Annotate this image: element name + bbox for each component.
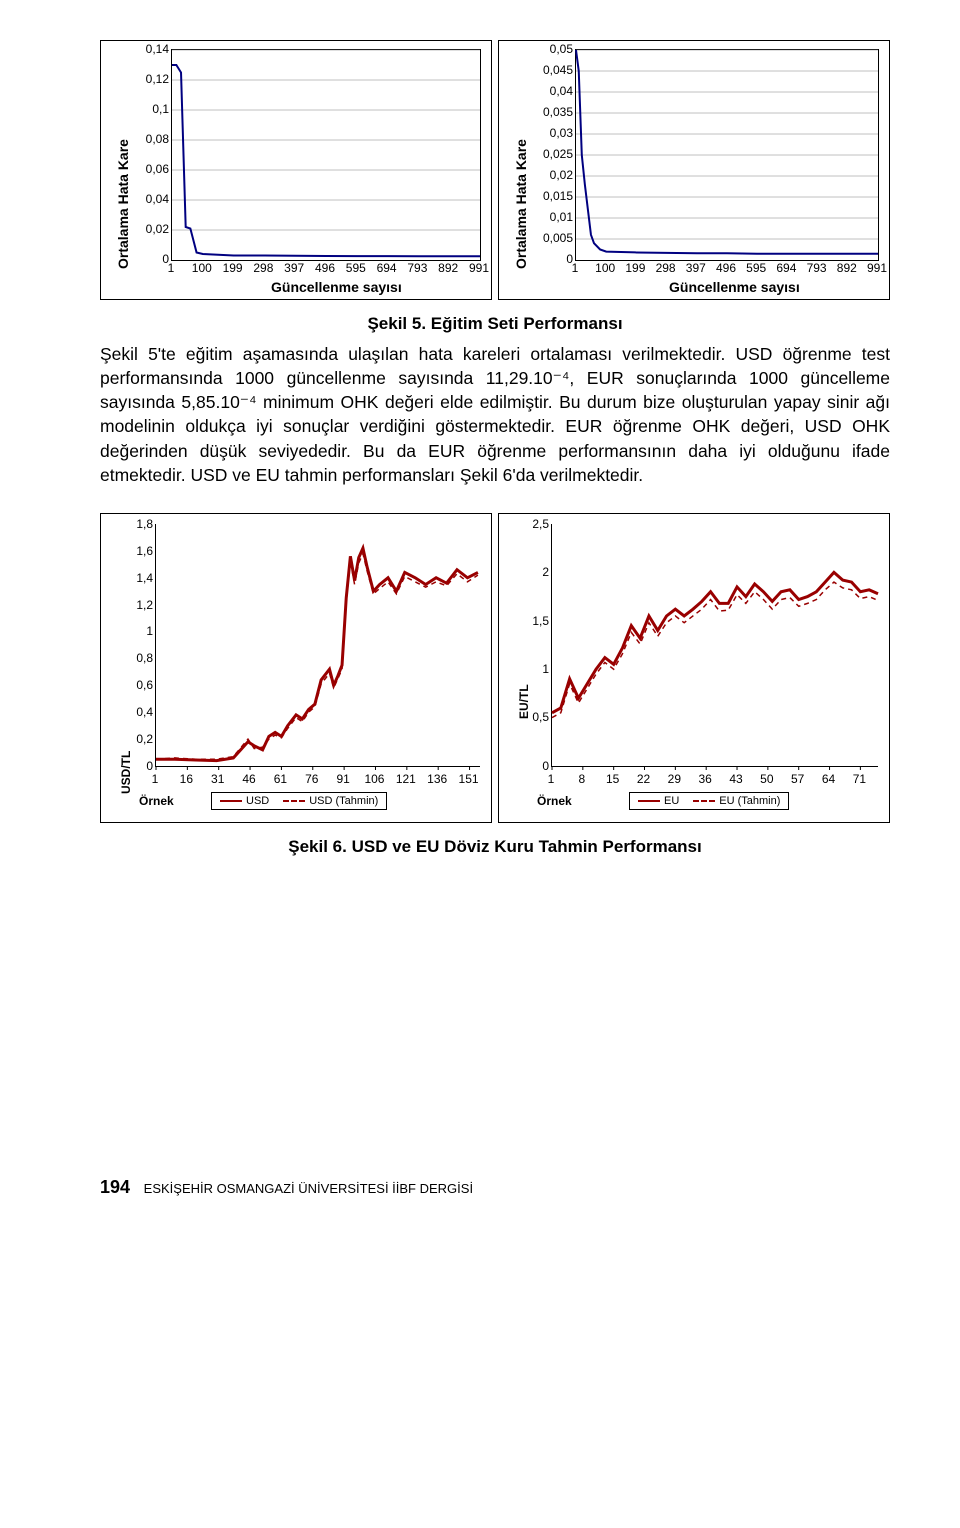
xtick-label: 1 [561, 261, 589, 275]
ytick-label: 0,2 [105, 732, 153, 746]
xtick-label: 15 [599, 772, 627, 786]
ytick-label: 0,05 [525, 42, 573, 56]
ytick-label: 0,6 [105, 678, 153, 692]
xtick-label: 8 [568, 772, 596, 786]
xtick-label: 298 [249, 261, 277, 275]
ytick-label: 0,015 [525, 189, 573, 203]
ytick-label: 0,045 [525, 63, 573, 77]
xtick-label: 793 [803, 261, 831, 275]
ytick-label: 0,02 [525, 168, 573, 182]
xtick-label: 43 [722, 772, 750, 786]
ytick-label: 0,12 [121, 72, 169, 86]
ytick-label: 0,04 [525, 84, 573, 98]
xaxis-title: Güncellenme sayısı [271, 279, 402, 295]
legend-label: USD (Tahmin) [309, 795, 378, 807]
xtick-label: 694 [772, 261, 800, 275]
xaxis-title: Örnek [537, 794, 572, 808]
ytick-label: 0,08 [121, 132, 169, 146]
ytick-label: 0,14 [121, 42, 169, 56]
xaxis-title: Güncellenme sayısı [669, 279, 800, 295]
legend: USD USD (Tahmin) [211, 792, 387, 810]
xtick-label: 199 [621, 261, 649, 275]
top-chart-row: Ortalama Hata Kare Güncellenme sayısı 00… [100, 40, 890, 300]
xtick-label: 29 [660, 772, 688, 786]
xtick-label: 793 [403, 261, 431, 275]
xtick-label: 64 [815, 772, 843, 786]
bottom-right-chart: EU/TL Örnek EU EU (Tahmin) 00,511,522,51… [498, 513, 890, 823]
xtick-label: 100 [188, 261, 216, 275]
ytick-label: 1,2 [105, 598, 153, 612]
ytick-label: 0,5 [501, 710, 549, 724]
page-number: 194 [100, 1177, 130, 1198]
xtick-label: 892 [434, 261, 462, 275]
xtick-label: 136 [423, 772, 451, 786]
xtick-label: 16 [172, 772, 200, 786]
xtick-label: 121 [392, 772, 420, 786]
ytick-label: 1,4 [105, 571, 153, 585]
xtick-label: 1 [141, 772, 169, 786]
xtick-label: 991 [863, 261, 891, 275]
ytick-label: 0,01 [525, 210, 573, 224]
bottom-left-chart: USD/TL Örnek USD USD (Tahmin) 00,20,40,6… [100, 513, 492, 823]
xtick-label: 31 [204, 772, 232, 786]
ytick-label: 1,8 [105, 517, 153, 531]
xtick-label: 1 [537, 772, 565, 786]
figure5-caption: Şekil 5. Eğitim Seti Performansı [100, 314, 890, 334]
xtick-label: 22 [630, 772, 658, 786]
ytick-label: 2,5 [501, 517, 549, 531]
ytick-label: 0,03 [525, 126, 573, 140]
xtick-label: 694 [373, 261, 401, 275]
legend-label: EU [664, 795, 679, 807]
ytick-label: 0,1 [121, 102, 169, 116]
xtick-label: 76 [298, 772, 326, 786]
xtick-label: 496 [712, 261, 740, 275]
ytick-label: 1,5 [501, 614, 549, 628]
xtick-label: 91 [329, 772, 357, 786]
xtick-label: 50 [753, 772, 781, 786]
xtick-label: 46 [235, 772, 263, 786]
ytick-label: 0,04 [121, 192, 169, 206]
ytick-label: 0,02 [121, 222, 169, 236]
ytick-label: 1 [105, 624, 153, 638]
page-footer: 194 ESKİŞEHİR OSMANGAZİ ÜNİVERSİTESİ İİB… [100, 1177, 890, 1198]
ytick-label: 0,005 [525, 231, 573, 245]
xtick-label: 892 [833, 261, 861, 275]
body-paragraph: Şekil 5'te eğitim aşamasında ulaşılan ha… [100, 342, 890, 487]
ytick-label: 2 [501, 565, 549, 579]
xtick-label: 151 [455, 772, 483, 786]
legend-label: EU (Tahmin) [719, 795, 780, 807]
xtick-label: 106 [360, 772, 388, 786]
xtick-label: 595 [342, 261, 370, 275]
top-right-chart: Ortalama Hata Kare Güncellenme sayısı 00… [498, 40, 890, 300]
legend-label: USD [246, 795, 269, 807]
ytick-label: 1,6 [105, 544, 153, 558]
xtick-label: 100 [591, 261, 619, 275]
xtick-label: 61 [266, 772, 294, 786]
legend: EU EU (Tahmin) [629, 792, 789, 810]
xtick-label: 71 [845, 772, 873, 786]
xtick-label: 991 [465, 261, 493, 275]
ytick-label: 1 [501, 662, 549, 676]
bottom-chart-row: USD/TL Örnek USD USD (Tahmin) 00,20,40,6… [100, 513, 890, 823]
ytick-label: 0,8 [105, 651, 153, 665]
xtick-label: 298 [652, 261, 680, 275]
xtick-label: 397 [682, 261, 710, 275]
ytick-label: 0,025 [525, 147, 573, 161]
ytick-label: 0,035 [525, 105, 573, 119]
journal-name: ESKİŞEHİR OSMANGAZİ ÜNİVERSİTESİ İİBF DE… [144, 1181, 473, 1196]
ytick-label: 0,4 [105, 705, 153, 719]
ytick-label: 0 [501, 759, 549, 773]
xtick-label: 199 [219, 261, 247, 275]
xtick-label: 57 [784, 772, 812, 786]
xtick-label: 397 [280, 261, 308, 275]
xtick-label: 496 [311, 261, 339, 275]
xtick-label: 36 [691, 772, 719, 786]
ytick-label: 0,06 [121, 162, 169, 176]
figure6-caption: Şekil 6. USD ve EU Döviz Kuru Tahmin Per… [100, 837, 890, 857]
ytick-label: 0 [105, 759, 153, 773]
xaxis-title: Örnek [139, 794, 174, 808]
xtick-label: 1 [157, 261, 185, 275]
xtick-label: 595 [742, 261, 770, 275]
top-left-chart: Ortalama Hata Kare Güncellenme sayısı 00… [100, 40, 492, 300]
